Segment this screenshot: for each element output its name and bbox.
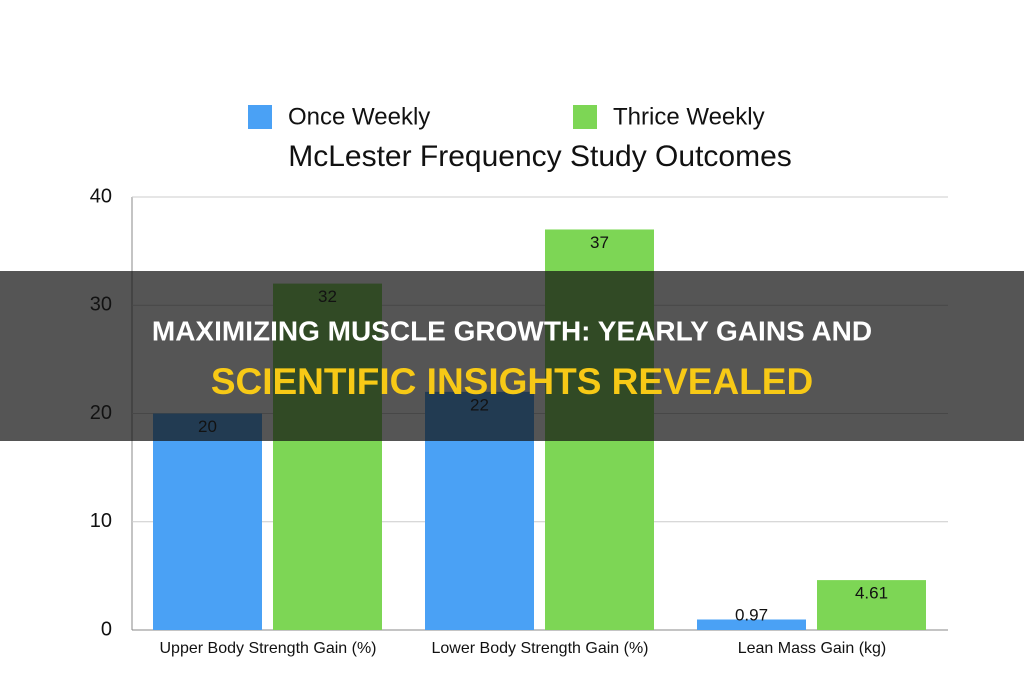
bar (697, 619, 806, 630)
chart-title: McLester Frequency Study Outcomes (288, 140, 792, 173)
value-label: 37 (590, 233, 609, 252)
legend-label: Thrice Weekly (613, 103, 765, 130)
legend-swatch (573, 105, 597, 129)
bar (817, 580, 926, 630)
x-tick-label: Upper Body Strength Gain (%) (160, 640, 377, 657)
y-tick-label: 10 (90, 510, 112, 532)
x-tick-label: Lower Body Strength Gain (%) (432, 640, 649, 657)
banner-line: MAXIMIZING MUSCLE GROWTH: YEARLY GAINS A… (152, 315, 872, 346)
legend-swatch (248, 105, 272, 129)
y-tick-label: 0 (101, 618, 112, 640)
x-tick-label: Lean Mass Gain (kg) (738, 640, 887, 657)
legend-label: Once Weekly (288, 103, 430, 130)
value-label: 0.97 (735, 605, 768, 624)
y-tick-label: 40 (90, 185, 112, 207)
value-label: 4.61 (855, 584, 888, 603)
banner (0, 271, 1024, 441)
banner-line: SCIENTIFIC INSIGHTS REVEALED (211, 361, 813, 402)
bar (153, 413, 262, 630)
